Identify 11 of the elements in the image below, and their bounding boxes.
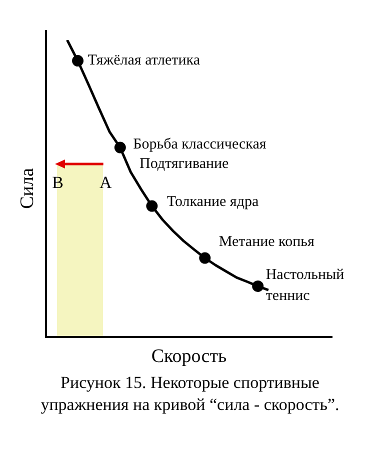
y-axis-title: Сила (16, 168, 38, 209)
annotation: Толкание ядра (166, 194, 259, 210)
annotation: Настольный теннис (266, 267, 344, 304)
annotation: Метание копья (218, 234, 314, 250)
x-axis-title: Скорость (151, 346, 227, 367)
annotation: A (99, 172, 112, 192)
text: Рисунок 15. Некоторые спортивные упражнения на кривой “сила - скорость”. (40, 372, 340, 416)
annotation: Подтягивание (139, 154, 229, 173)
annotation: B (52, 172, 64, 192)
annotation: Тяжёлая атлетика (88, 52, 200, 69)
annotation: Борьба классическая (133, 136, 266, 152)
